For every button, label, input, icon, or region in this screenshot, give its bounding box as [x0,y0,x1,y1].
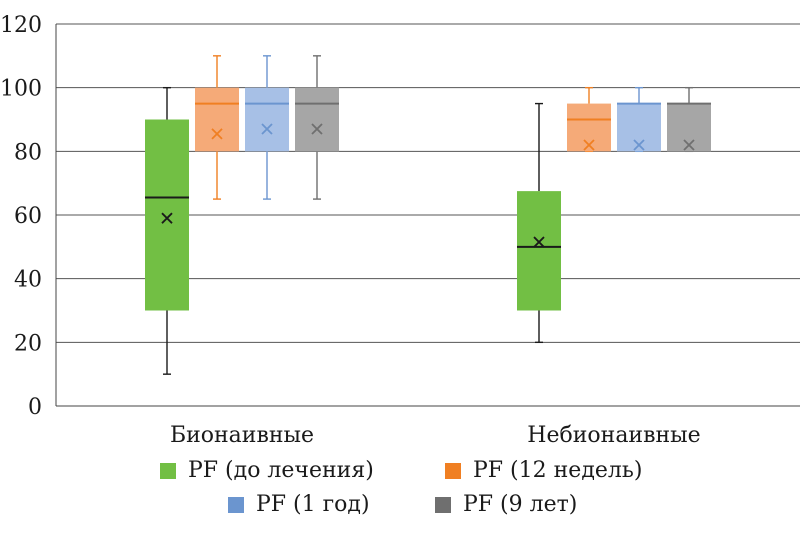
box-body [617,103,661,152]
box-3-0 [295,55,339,200]
box-body [245,87,289,152]
legend-swatch-pf-1-year [228,496,244,513]
x-category-label-0: Бионаивные [170,423,314,448]
legend-swatch-pf-9-years [435,496,451,513]
legend-item-pf-12-weeks: PF (12 недель) [445,458,642,483]
legend-label-pf-9-years: PF (9 лет) [463,492,578,517]
y-tick-label-40: 40 [14,268,42,293]
box-body [145,119,189,311]
legend-swatch-pf-before [160,462,176,479]
box-2-0 [245,55,289,200]
x-axis-categories: Бионаивные Небионаивные [170,423,701,448]
box-1-0 [195,55,239,200]
boxplot-chart: 0 20 40 60 80 100 120 Бионаивные Небионаивные [0,13,800,448]
box-body [295,87,339,152]
y-tick-label-20: 20 [14,331,42,356]
legend-label-pf-before: PF (до лечения) [188,458,374,483]
mean-marker [161,212,173,224]
mean-marker [261,123,273,135]
legend-label-pf-12-weeks: PF (12 недель) [473,458,643,483]
legend-label-pf-1-year: PF (1 год) [256,492,370,517]
y-tick-label-0: 0 [28,395,42,420]
legend-item-pf-9-years: PF (9 лет) [435,492,577,517]
x-category-label-1: Небионаивные [527,423,700,448]
box-2-1 [617,86,661,153]
mean-marker [211,128,223,140]
legend-item-pf-before: PF (до лечения) [160,458,374,483]
box-body [667,103,711,152]
y-tick-label-80: 80 [14,140,42,165]
box-body [195,87,239,152]
y-tick-label-120: 120 [0,13,42,38]
y-tick-label-60: 60 [14,204,42,229]
box-1-1 [567,86,611,153]
mean-marker [633,139,645,151]
legend-swatch-pf-12-weeks [445,462,461,479]
mean-marker [583,139,595,151]
box-series [145,55,711,375]
y-tick-label-100: 100 [0,77,42,102]
mean-marker [533,236,545,248]
box-3-1 [667,86,711,153]
box-0-1 [517,102,561,344]
box-0-0 [145,86,189,375]
legend-item-pf-1-year: PF (1 год) [228,492,370,517]
y-axis-ticks: 0 20 40 60 80 100 120 [0,13,42,420]
mean-marker [311,123,323,135]
box-body [567,103,611,152]
box-body [517,191,561,311]
mean-marker [683,139,695,151]
